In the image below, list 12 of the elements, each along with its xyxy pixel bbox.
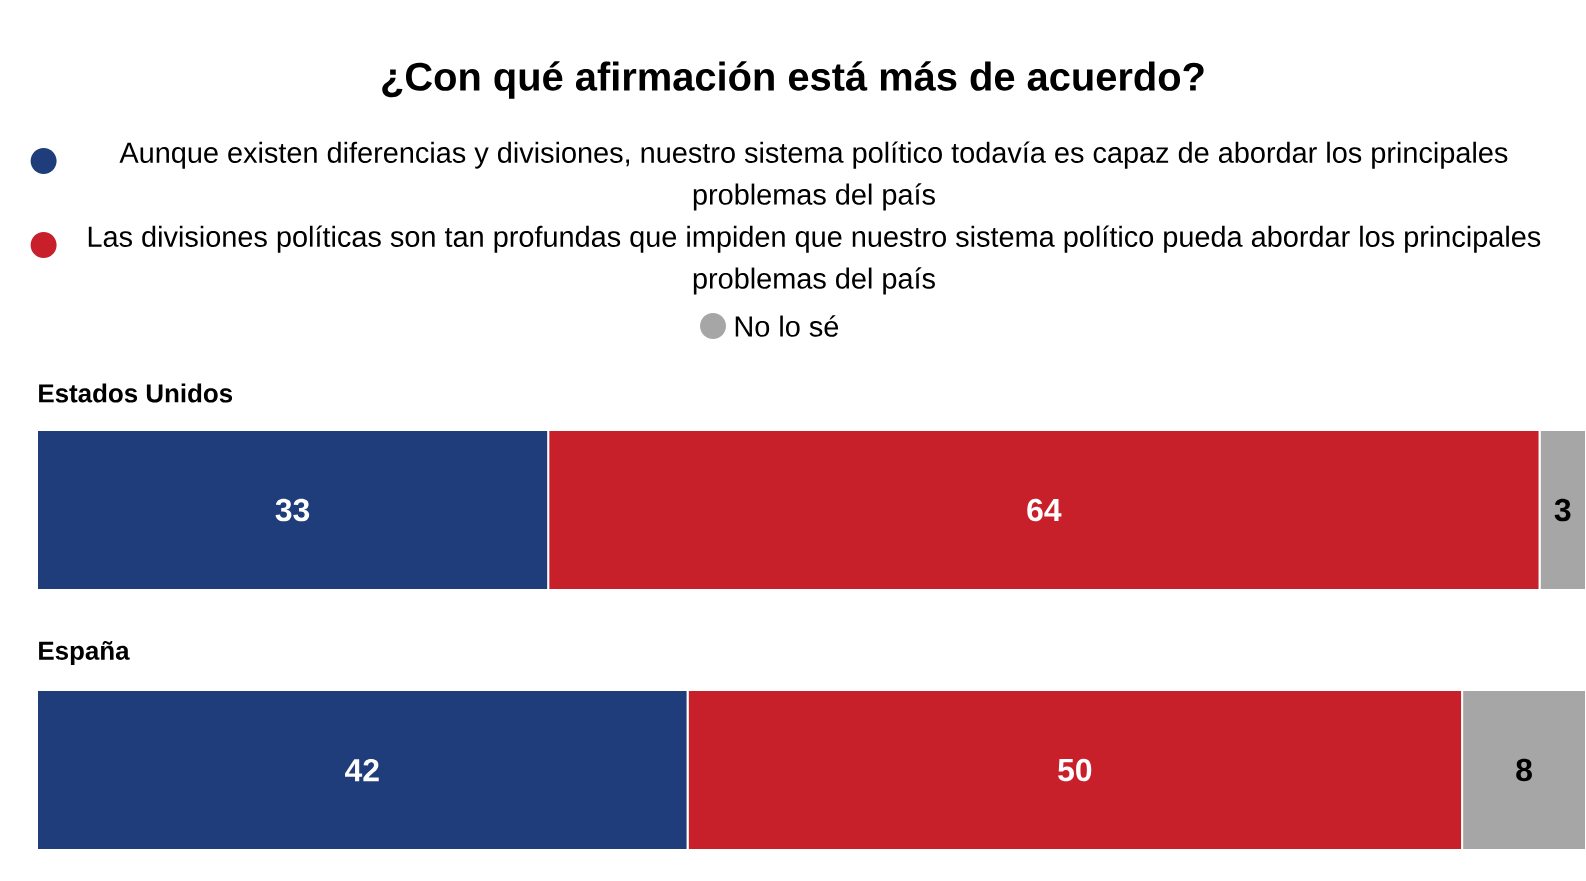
y-tick-label: Estados Unidos: [39, 383, 233, 403]
chart-title: ¿Con qué afirmación está más de acuerdo?: [382, 61, 1204, 99]
data-label: 33: [275, 498, 310, 522]
data-label: 50: [1058, 758, 1092, 782]
data-label: 3: [1554, 498, 1571, 522]
data-label: 42: [345, 758, 379, 782]
legend-label: Aunque existen diferencias y divisiones, nuestro sistema político todavía es capaz de abordar los principales problemas del país: [119, 141, 1508, 211]
legend-label: Las divisiones políticas son tan profundas que impiden que nuestro sistema político pueda abordar los principales problemas del país: [88, 225, 1541, 295]
y-tick-label: España: [39, 640, 130, 666]
data-label: 64: [1027, 498, 1062, 522]
data-label: 8: [1516, 758, 1532, 782]
legend-label: No lo sé: [735, 315, 839, 337]
